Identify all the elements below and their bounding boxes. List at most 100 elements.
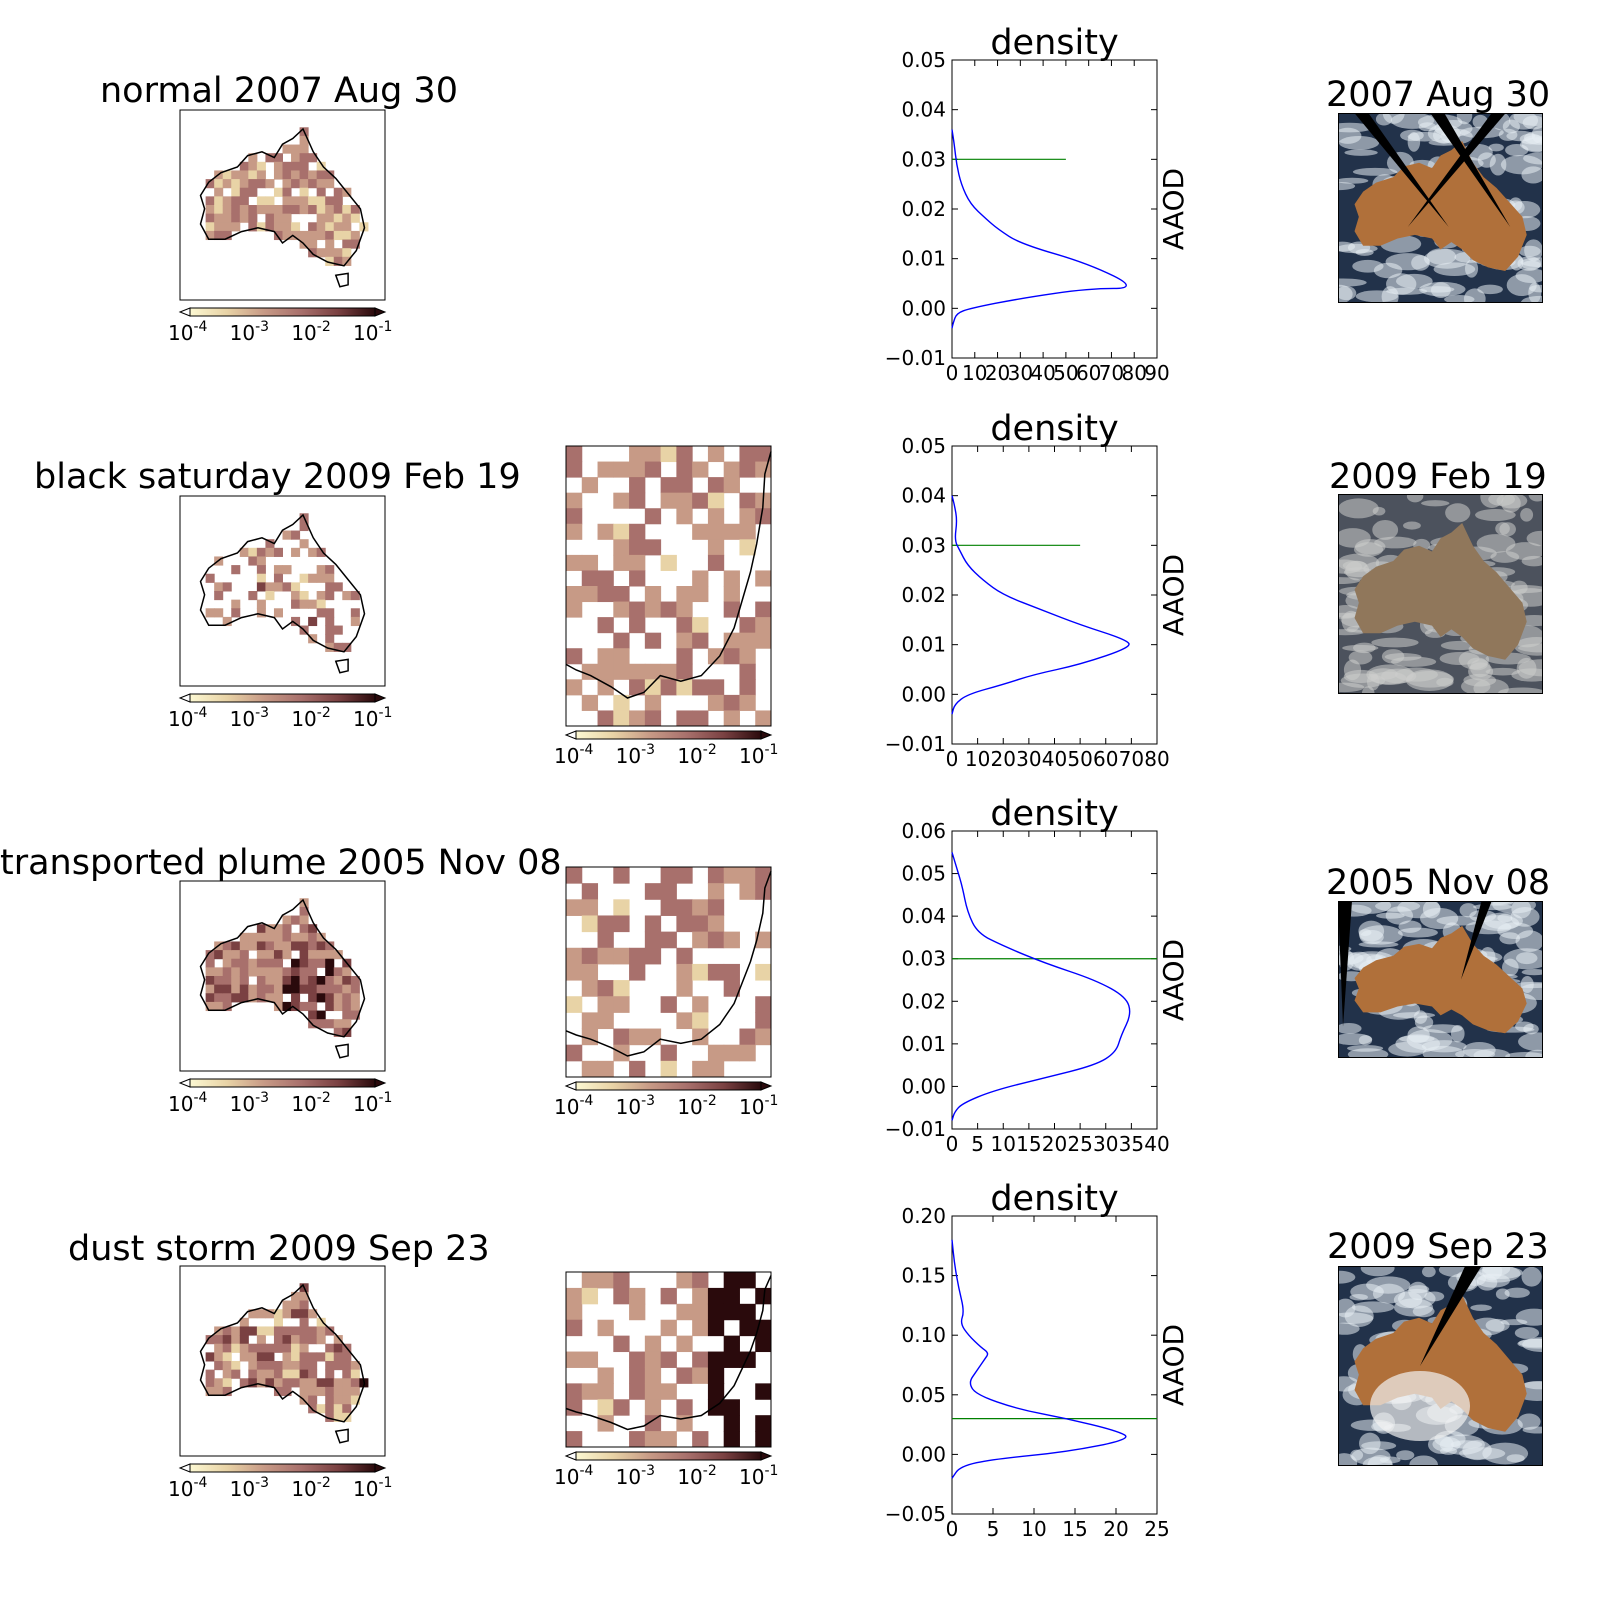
satellite-image xyxy=(1338,494,1543,694)
colorbar-tick-label: 10-1 xyxy=(353,320,392,343)
colorbar-tick-base: 10 xyxy=(739,1465,765,1489)
x-tick-label: 50 xyxy=(1067,747,1092,771)
y-tick-label: −0.01 xyxy=(885,732,946,756)
colorbar xyxy=(178,693,387,703)
map-title: normal 2007 Aug 30 xyxy=(100,71,458,111)
colorbar-tick-exponent: -2 xyxy=(702,742,717,758)
colorbar-tick-label: 10-2 xyxy=(291,1476,330,1499)
x-tick-label: 80 xyxy=(1144,747,1169,771)
colorbar-tick-label: 10-2 xyxy=(291,706,330,729)
x-tick-label: 10 xyxy=(991,1132,1016,1156)
y-tick-label: −0.01 xyxy=(885,1117,946,1141)
colorbar-tick-label: 10-1 xyxy=(353,1091,392,1114)
y-tick-label: 0.03 xyxy=(901,947,946,971)
colorbar-tick-exponent: -3 xyxy=(641,742,656,758)
satellite-image xyxy=(1338,901,1543,1058)
colorbar-tick-exponent: -2 xyxy=(702,1463,717,1479)
x-tick-label: 0 xyxy=(946,361,959,385)
coastline xyxy=(199,513,366,653)
colorbar-tick-base: 10 xyxy=(677,1465,703,1489)
y-tick-label: −0.01 xyxy=(885,346,946,370)
colorbar-tick-label: 10-2 xyxy=(291,1091,330,1114)
y-tick-label: 0.00 xyxy=(901,682,946,706)
y-tick-label: 0.04 xyxy=(901,904,946,928)
zoom-map xyxy=(564,1271,773,1461)
colorbar-tick-label: 10-4 xyxy=(168,706,207,729)
y-tick-label: 0.06 xyxy=(901,819,946,843)
colorbar-tick-base: 10 xyxy=(291,321,317,345)
y-tick-label: −0.05 xyxy=(885,1502,946,1526)
y-tick-label: 0.20 xyxy=(901,1204,946,1228)
colorbar-tick-base: 10 xyxy=(291,1092,317,1116)
y-axis-label: AAOD xyxy=(1157,168,1190,250)
colorbar-tick-label: 10-2 xyxy=(677,743,716,766)
colorbar-tick-base: 10 xyxy=(353,1092,379,1116)
colorbar-tick-label: 10-4 xyxy=(168,1476,207,1499)
y-tick-label: 0.05 xyxy=(901,434,946,458)
satellite-title: 2005 Nov 08 xyxy=(1326,863,1551,903)
colorbar-tick-exponent: -4 xyxy=(193,319,208,335)
colorbar-tick-base: 10 xyxy=(615,1095,642,1119)
colorbar-tick-base: 10 xyxy=(554,1465,580,1489)
y-axis-label: AAOD xyxy=(1157,554,1190,636)
colorbar-tick-base: 10 xyxy=(554,1095,580,1119)
y-tick-label: 0.10 xyxy=(901,1323,946,1347)
colorbar-tick-exponent: -3 xyxy=(255,705,270,721)
x-tick-label: 25 xyxy=(1067,1132,1092,1156)
colorbar-tick-exponent: -3 xyxy=(255,319,270,335)
chart-title: density xyxy=(990,794,1118,834)
chart-title: density xyxy=(990,23,1118,63)
x-tick-label: 10 xyxy=(965,747,990,771)
map-title: black saturday 2009 Feb 19 xyxy=(34,457,521,497)
colorbar-tick-label: 10-4 xyxy=(554,1464,593,1487)
x-tick-label: 0 xyxy=(946,1517,959,1541)
plot-frame xyxy=(951,830,1158,1130)
colorbar-tick-base: 10 xyxy=(291,707,317,731)
colorbar-tick-exponent: -3 xyxy=(255,1090,270,1106)
colorbar-tick-base: 10 xyxy=(353,1477,379,1501)
y-tick-label: 0.05 xyxy=(901,48,946,72)
y-tick-label: 0.05 xyxy=(901,862,946,886)
coastline xyxy=(565,1275,772,1431)
x-tick-label: 35 xyxy=(1119,1132,1144,1156)
coastline xyxy=(565,451,772,699)
colorbar-tick-label: 10-3 xyxy=(616,1094,655,1117)
plot-frame xyxy=(951,445,1158,745)
y-tick-label: 0.00 xyxy=(901,1074,946,1098)
colorbar xyxy=(178,307,387,317)
colorbar-tick-base: 10 xyxy=(168,1477,194,1501)
coastline xyxy=(565,870,772,1057)
colorbar-tick-label: 10-4 xyxy=(554,743,593,766)
y-tick-label: 0.01 xyxy=(901,247,946,271)
colorbar xyxy=(178,1463,387,1473)
chart-title: density xyxy=(990,1179,1118,1219)
colorbar-tick-exponent: -2 xyxy=(316,319,331,335)
colorbar-tick-label: 10-1 xyxy=(353,1476,392,1499)
continent xyxy=(1354,925,1527,1034)
density-curve xyxy=(951,495,1130,715)
y-tick-label: 0.02 xyxy=(901,583,946,607)
colorbar-tick-exponent: -4 xyxy=(579,742,594,758)
x-tick-label: 40 xyxy=(1030,361,1055,385)
aerosol-map xyxy=(178,109,387,317)
zoom-map xyxy=(564,445,773,740)
colorbar-tick-base: 10 xyxy=(168,1092,194,1116)
x-tick-label: 0 xyxy=(946,1132,959,1156)
colorbar-tick-exponent: -2 xyxy=(316,1090,331,1106)
x-tick-label: 80 xyxy=(1121,361,1146,385)
colorbar-tick-exponent: -3 xyxy=(641,1093,656,1109)
y-tick-label: 0.01 xyxy=(901,633,946,657)
colorbar-tick-exponent: -1 xyxy=(378,1475,393,1491)
colorbar-tick-exponent: -4 xyxy=(579,1093,594,1109)
density-curve xyxy=(951,852,1131,1121)
colorbar-tick-label: 10-3 xyxy=(230,1091,269,1114)
colorbar-tick-label: 10-2 xyxy=(677,1094,716,1117)
colorbar-tick-base: 10 xyxy=(168,321,194,345)
y-tick-label: 0.15 xyxy=(901,1264,946,1288)
colorbar-tick-base: 10 xyxy=(615,744,642,768)
colorbar-tick-exponent: -1 xyxy=(378,319,393,335)
colorbar-tick-label: 10-3 xyxy=(230,320,269,343)
colorbar-tick-base: 10 xyxy=(615,1465,642,1489)
